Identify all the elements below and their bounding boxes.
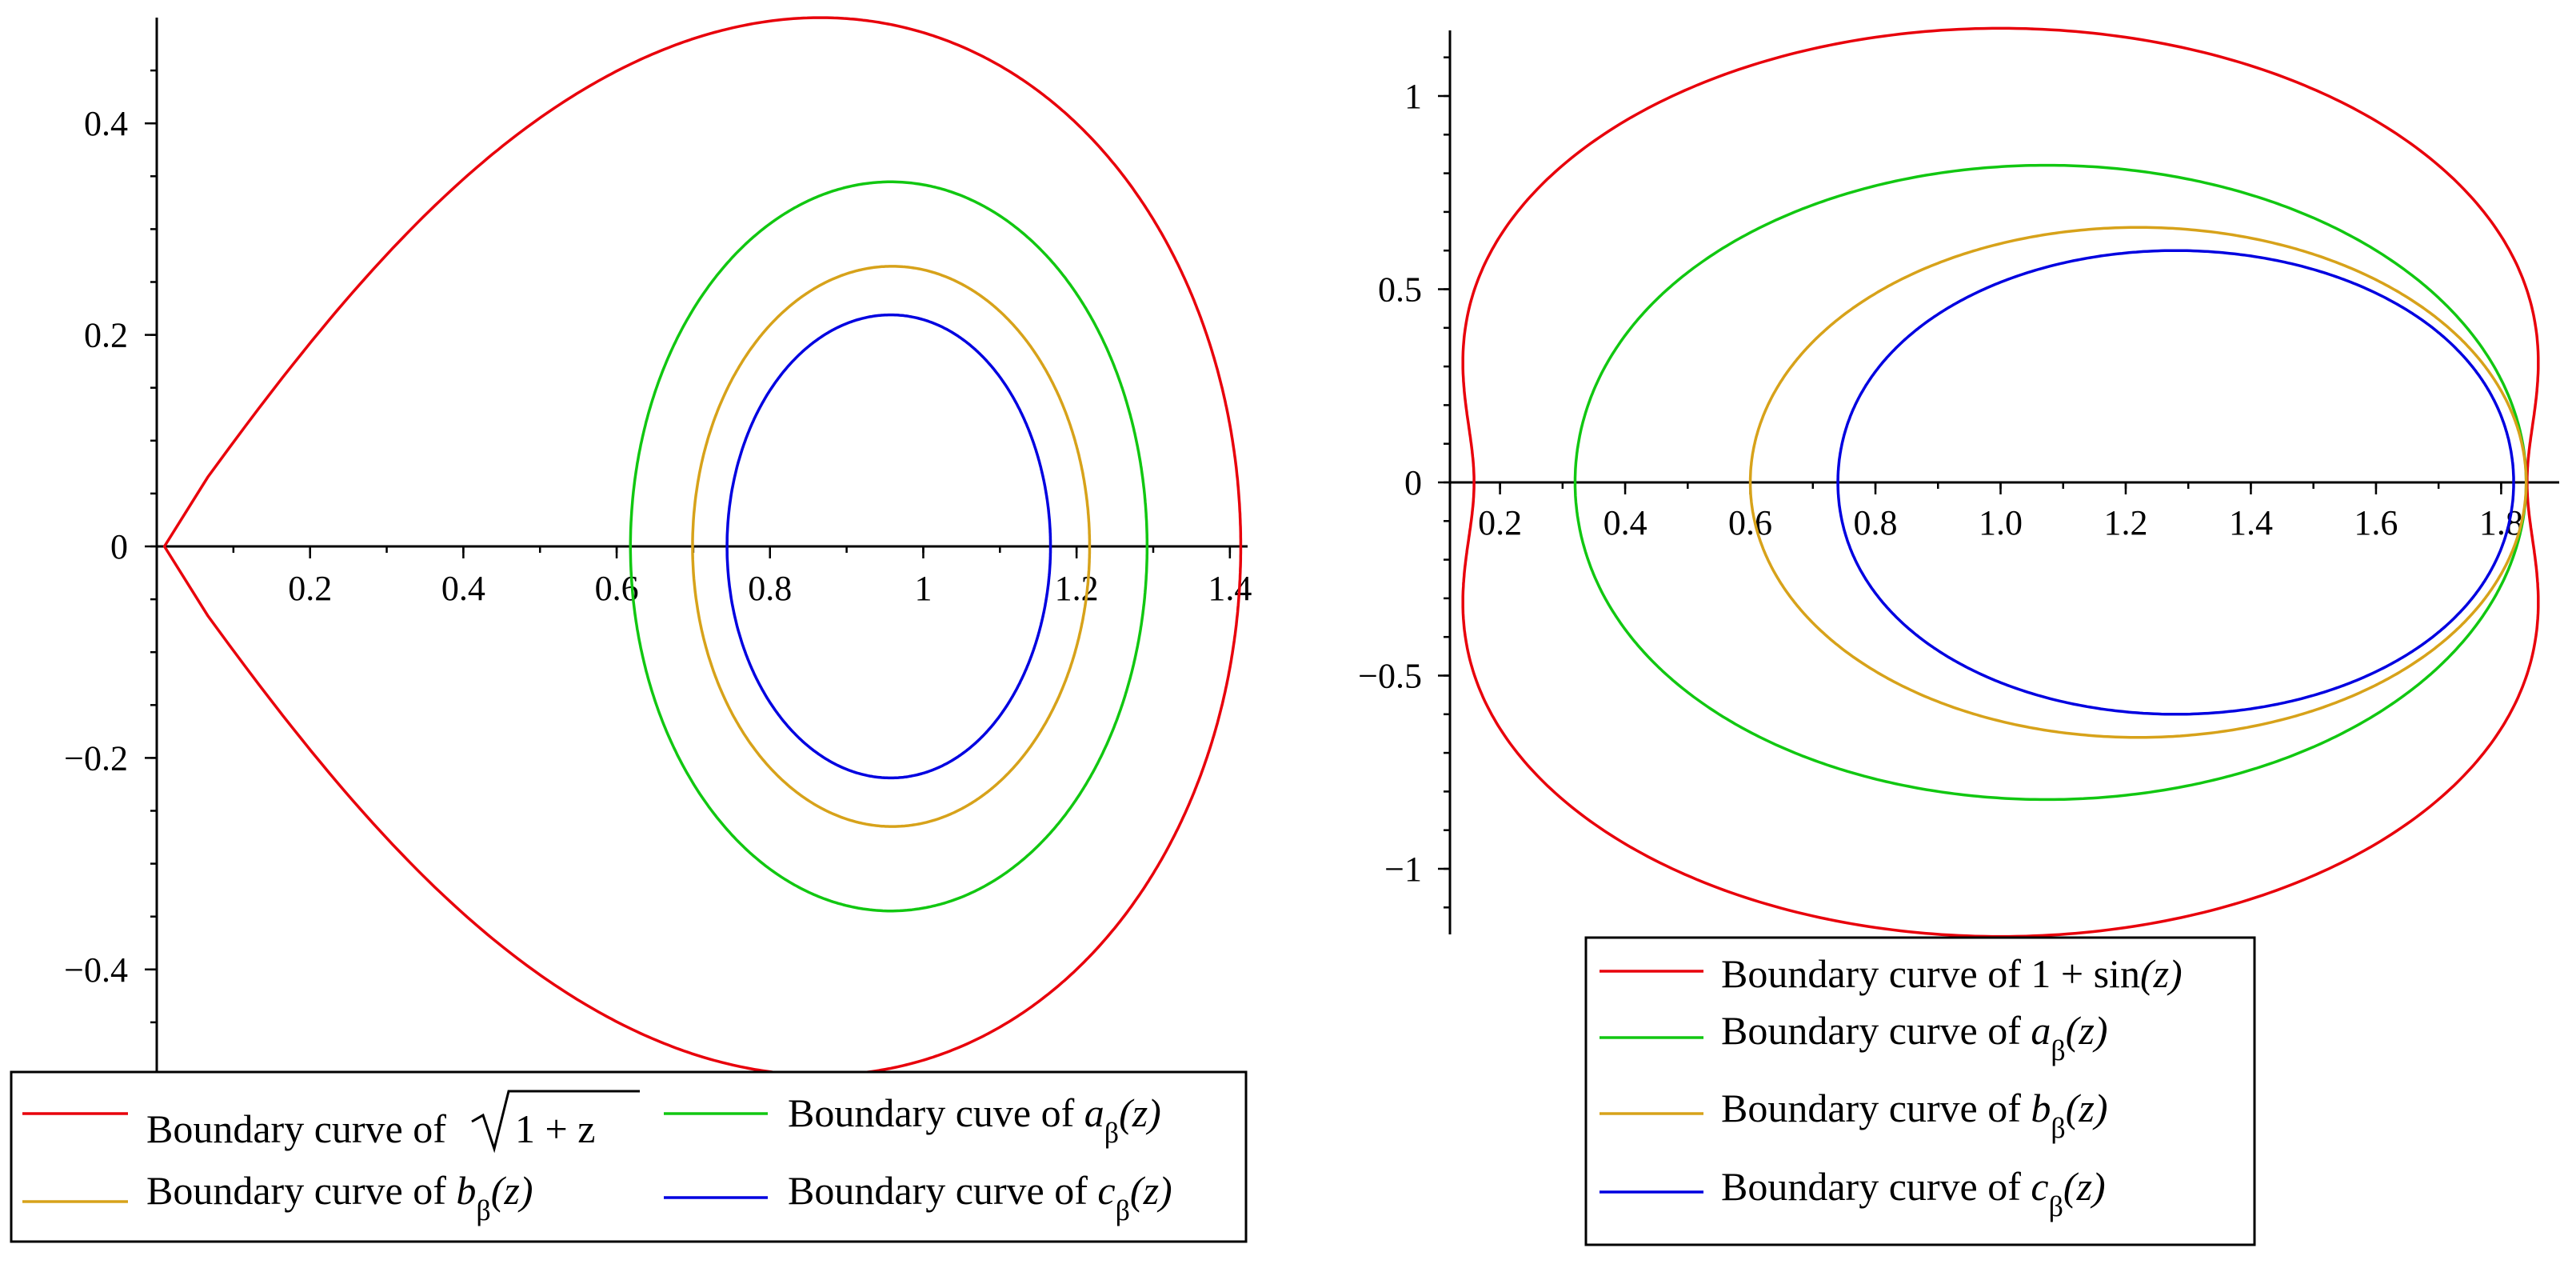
right-x-tick-label: 1.4	[2229, 503, 2273, 542]
right-legend-box	[1584, 936, 2256, 1246]
left-legend-radicand: 1 + z	[515, 1106, 595, 1151]
right-curve-series-2	[1748, 226, 2528, 739]
right-legend-entry-sin: Boundary curve of 1 + sin(z)	[1600, 951, 2183, 996]
left-legend-entry-c: Boundary curve of cβ(z)	[664, 1168, 1172, 1226]
left-legend-sub-a: β	[1104, 1117, 1119, 1149]
right-legend-arg-c: (z)	[2063, 1164, 2106, 1209]
right-legend-label-c: Boundary curve of cβ(z)	[1721, 1164, 2106, 1222]
left-legend-prefix-a: Boundary cuve of	[788, 1090, 1084, 1135]
right-y-tick-label: 0.5	[1378, 270, 1422, 310]
right-y-tick-label: −0.5	[1358, 657, 1422, 696]
right-tick-labels: 0.2 0.4 0.6 0.8 1.0 1.2 1.4 1.6 1.8 1 0.5 0 −0.5 −1	[1358, 77, 2523, 889]
right-legend: Boundary curve of 1 + sin(z) Boundary cu…	[1584, 936, 2256, 1246]
left-legend-label-a: Boundary cuve of aβ(z)	[788, 1090, 1161, 1149]
left-y-tick-label: 0	[110, 527, 128, 566]
plot-sqrt-1-plus-z: 0.2 0.4 0.6 0.8 1 1.2 1.40.40.20−0.2−0.4	[64, 16, 1252, 1077]
right-x-tick-label: 1.0	[1979, 503, 2023, 542]
right-tick-marks	[1438, 56, 2502, 909]
left-legend-radical-sign	[471, 1090, 640, 1154]
left-x-tick-label: 1.4	[1208, 569, 1252, 608]
right-legend-prefix-c: Boundary curve of	[1721, 1164, 2031, 1209]
left-legend-entry-b: Boundary curve of bβ(z)	[22, 1168, 533, 1226]
left-legend-label-sqrt: Boundary curve of	[146, 1106, 446, 1151]
left-legend-arg-c: (z)	[1130, 1168, 1172, 1213]
right-legend-fn-b: b	[2031, 1086, 2051, 1130]
left-x-tick-label: 1.2	[1055, 569, 1099, 608]
left-tick-marks	[145, 69, 1232, 1024]
right-y-tick-label: −1	[1384, 850, 1422, 889]
right-curve-series-1	[1573, 163, 2528, 802]
left-y-tick-label: 0.2	[84, 316, 128, 355]
left-legend-sub-c: β	[1116, 1194, 1130, 1226]
right-legend-label-b: Boundary curve of bβ(z)	[1721, 1086, 2107, 1144]
right-curve-series-0	[1461, 26, 2540, 938]
left-curve-series-2	[691, 265, 1092, 828]
left-legend-fn-b: b	[456, 1168, 476, 1213]
left-legend-prefix-sqrt: Boundary curve of	[146, 1106, 446, 1151]
left-curve-series-1	[629, 180, 1149, 913]
left-legend-label-b: Boundary curve of bβ(z)	[146, 1168, 533, 1226]
left-legend-arg-b: (z)	[491, 1168, 533, 1213]
right-legend-sub-c: β	[2049, 1190, 2063, 1222]
right-legend-prefix-a: Boundary curve of	[1721, 1008, 2031, 1053]
right-legend-sub-b: β	[2051, 1112, 2065, 1144]
right-x-tick-label: 0.4	[1604, 503, 1647, 542]
right-legend-fn-a: a	[2031, 1008, 2051, 1053]
left-x-tick-label: 1	[914, 569, 932, 608]
right-legend-label-sin: Boundary curve of 1 + sin(z)	[1721, 951, 2183, 996]
left-legend-entry-a: Boundary cuve of aβ(z)	[664, 1090, 1161, 1149]
left-legend-box	[10, 1070, 1248, 1243]
left-legend-math-sqrt: 1 + z	[515, 1106, 595, 1151]
right-legend-math-sin: 1 + sin	[2031, 951, 2140, 996]
right-legend-entry-a: Boundary curve of aβ(z)	[1600, 1008, 2107, 1066]
right-x-tick-label: 1.8	[2479, 503, 2523, 542]
right-legend-entry-c: Boundary curve of cβ(z)	[1600, 1164, 2106, 1222]
left-y-tick-label: −0.4	[64, 950, 128, 990]
left-y-tick-label: 0.4	[84, 104, 128, 143]
right-curve-series-3	[1836, 249, 2515, 716]
right-x-tick-label: 1.2	[2103, 503, 2147, 542]
right-legend-entry-b: Boundary curve of bβ(z)	[1600, 1086, 2107, 1144]
left-legend-entry-sqrt: Boundary curve of 1 + z	[22, 1090, 640, 1154]
left-legend: Boundary curve of 1 + z Boundary cuve of…	[10, 1070, 1248, 1243]
right-curves	[1461, 26, 2540, 938]
right-legend-prefix-b: Boundary curve of	[1721, 1086, 2031, 1130]
left-legend-sub-b: β	[476, 1194, 490, 1226]
right-legend-arg-a: (z)	[2066, 1008, 2108, 1053]
left-legend-label-c: Boundary curve of cβ(z)	[788, 1168, 1172, 1226]
right-x-tick-label: 0.2	[1478, 503, 1522, 542]
left-x-tick-label: 0.2	[288, 569, 332, 608]
right-x-tick-label: 1.6	[2354, 503, 2398, 542]
right-legend-label-a: Boundary curve of aβ(z)	[1721, 1008, 2107, 1066]
right-legend-arg-sin: (z)	[2140, 951, 2183, 996]
left-legend-arg-a: (z)	[1119, 1090, 1161, 1135]
left-tick-labels: 0.2 0.4 0.6 0.8 1 1.2 1.40.40.20−0.2−0.4	[64, 104, 1252, 990]
right-legend-sub-a: β	[2051, 1034, 2065, 1066]
right-legend-arg-b: (z)	[2066, 1086, 2108, 1130]
left-legend-fn-c: c	[1097, 1168, 1115, 1213]
right-x-tick-label: 0.6	[1728, 503, 1772, 542]
left-curves	[162, 16, 1243, 1077]
right-y-tick-label: 1	[1404, 77, 1422, 116]
left-x-tick-label: 0.8	[748, 569, 792, 608]
left-y-tick-label: −0.2	[64, 738, 128, 778]
left-x-tick-label: 0.4	[441, 569, 485, 608]
right-legend-prefix-sin: Boundary curve of	[1721, 951, 2031, 996]
left-legend-prefix-c: Boundary curve of	[788, 1168, 1097, 1213]
plot-1-plus-sin-z: 0.2 0.4 0.6 0.8 1.0 1.2 1.4 1.6 1.8 1 0.5 0 −0.5 −1	[1358, 26, 2559, 938]
left-curve-series-0	[162, 16, 1243, 1077]
right-y-tick-label: 0	[1404, 463, 1422, 502]
right-x-tick-label: 0.8	[1854, 503, 1898, 542]
left-curve-series-3	[725, 313, 1052, 780]
right-legend-fn-c: c	[2031, 1164, 2048, 1209]
left-legend-fn-a: a	[1084, 1090, 1104, 1135]
left-legend-prefix-b: Boundary curve of	[146, 1168, 456, 1213]
